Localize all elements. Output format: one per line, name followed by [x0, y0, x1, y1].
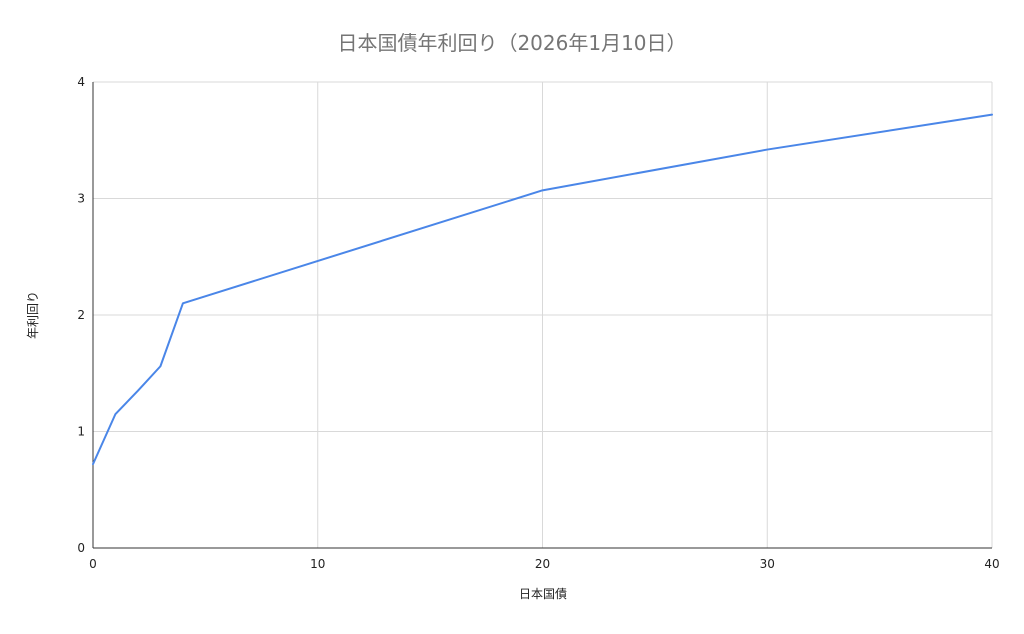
data-point: [135, 388, 140, 393]
y-tick-label: 4: [77, 75, 85, 89]
data-point: [990, 112, 995, 117]
series-layer: [91, 112, 995, 467]
data-point: [765, 147, 770, 152]
data-point: [540, 188, 545, 193]
data-point: [180, 301, 185, 306]
x-axis-title: 日本国債: [519, 586, 567, 601]
data-point: [158, 364, 163, 369]
y-tick-label: 1: [77, 425, 85, 439]
x-tick-label: 0: [89, 557, 97, 571]
data-point: [113, 412, 118, 417]
series-line-0: [92, 113, 993, 466]
y-axis-title: 年利回り: [26, 291, 40, 339]
y-tick-label: 2: [77, 308, 85, 322]
y-tick-label: 0: [77, 541, 85, 555]
grid-lines: [93, 81, 993, 548]
x-tick-label: 10: [310, 557, 325, 571]
chart-title: 日本国債年利回り（2026年1月10日）: [337, 31, 686, 55]
x-tick-label: 20: [535, 557, 550, 571]
x-tick-label: 30: [760, 557, 775, 571]
y-tick-label: 3: [77, 192, 85, 206]
axes: [92, 82, 992, 549]
x-tick-label: 40: [984, 557, 999, 571]
data-point: [91, 462, 96, 467]
